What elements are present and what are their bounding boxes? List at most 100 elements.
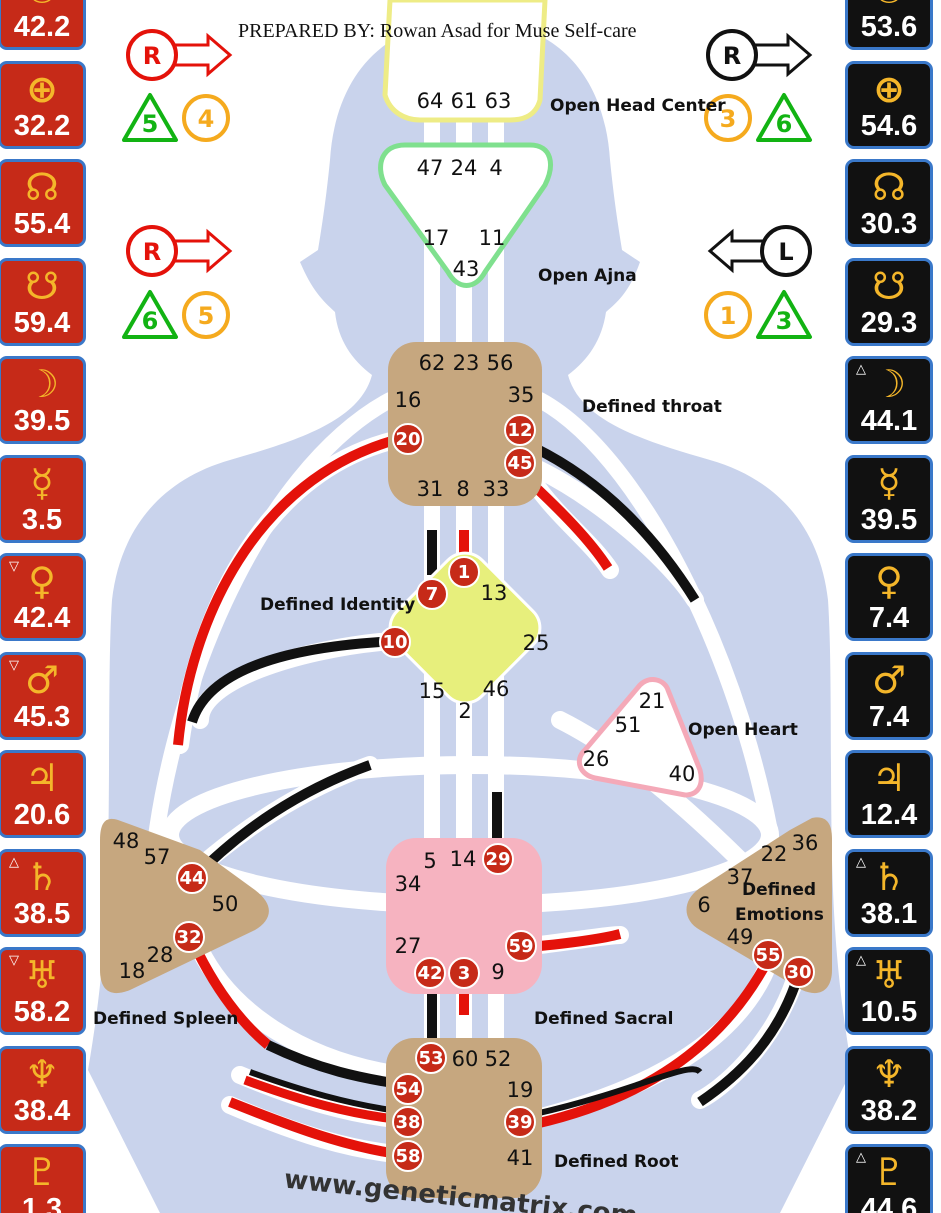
design-mars-retrograde-mark: ▽ xyxy=(9,657,19,673)
gate-22: 22 xyxy=(761,842,788,866)
gate-60: 60 xyxy=(452,1047,479,1071)
root-center xyxy=(386,1038,542,1198)
design-earth-tile: ⊕ 32.2 xyxy=(0,60,86,149)
circle-badge: 1 xyxy=(704,291,752,339)
personality-neptune-value: 38.2 xyxy=(860,1094,918,1127)
svg-text:29: 29 xyxy=(485,849,510,870)
gate-63: 63 xyxy=(485,89,512,113)
gate-16: 16 xyxy=(395,388,422,412)
svg-text:39: 39 xyxy=(507,1112,532,1133)
personality-pluto-retrograde-mark: △ xyxy=(856,1150,866,1165)
gate-57: 57 xyxy=(144,845,171,869)
channel-12-22-personality xyxy=(532,443,700,603)
svg-text:5: 5 xyxy=(198,302,215,330)
gate-48: 48 xyxy=(113,829,140,853)
channel-30-41-personality xyxy=(697,983,800,1107)
personality-moon-retrograde-mark: △ xyxy=(856,362,866,377)
sacral-label: Defined Sacral xyxy=(534,1009,674,1029)
personality-mercury-value: 39.5 xyxy=(860,503,918,536)
personality-north-node-value: 30.3 xyxy=(860,208,918,240)
arrow-right-icon: R xyxy=(126,225,233,277)
design-jupiter-value: 20.6 xyxy=(13,799,71,831)
personality-mercury-tile: ☿ 39.5 xyxy=(845,454,933,543)
active-gate-1: 1 xyxy=(448,556,480,588)
svg-text:6: 6 xyxy=(142,307,159,335)
channel-20-57-design xyxy=(173,435,397,746)
root-label: Defined Root xyxy=(554,1152,679,1172)
gate-31: 31 xyxy=(417,477,444,501)
uranus-icon: ♅ xyxy=(871,953,907,997)
svg-text:6: 6 xyxy=(776,110,793,138)
active-gate-3: 3 xyxy=(448,957,480,989)
gate-26: 26 xyxy=(583,747,610,771)
gate-33: 33 xyxy=(483,477,510,501)
personality-south-node-value: 29.3 xyxy=(860,306,918,339)
svg-text:55: 55 xyxy=(755,945,780,966)
svg-text:59: 59 xyxy=(508,936,533,957)
svg-text:42: 42 xyxy=(417,963,442,984)
personality-saturn-retrograde-mark: △ xyxy=(856,854,866,870)
active-gate-30: 30 xyxy=(783,956,815,988)
gate-numbers: 64 61 63 47 24 4 17 11 43 62 23 56 16 35… xyxy=(113,89,819,1170)
saturn-icon: ♄ xyxy=(871,854,907,899)
jupiter-icon: ♃ xyxy=(871,756,907,800)
design-saturn-retrograde-mark: △ xyxy=(9,854,19,870)
mercury-icon: ☿ xyxy=(877,460,901,505)
neptune-icon: ♆ xyxy=(24,1051,60,1096)
svg-text:5: 5 xyxy=(142,110,159,138)
svg-text:R: R xyxy=(723,42,741,70)
personality-uranus-tile: △ ♅ 10.5 xyxy=(845,947,933,1035)
design-mars-tile: ▽ ♂ 45.3 xyxy=(0,651,86,740)
jupiter-icon: ♃ xyxy=(24,756,60,800)
gate-19: 19 xyxy=(507,1078,534,1102)
design-south-node-value: 59.4 xyxy=(13,306,71,339)
design-north-node-value: 55.4 xyxy=(13,208,71,240)
design-pluto-tile: ♇ 1.3 xyxy=(0,1144,86,1213)
design-uranus-retrograde-mark: ▽ xyxy=(9,953,19,968)
active-gate-58: 58 xyxy=(392,1140,424,1172)
gate-15: 15 xyxy=(419,679,446,703)
active-gate-55: 55 xyxy=(752,939,784,971)
design-uranus-tile: ▽ ♅ 58.2 xyxy=(0,947,86,1035)
design-earth-value: 32.2 xyxy=(13,109,71,142)
gate-23: 23 xyxy=(453,351,480,375)
ajna-label: Open Ajna xyxy=(538,266,637,286)
design-mars-value: 45.3 xyxy=(13,700,71,733)
personality-pluto-value: 44.6 xyxy=(860,1193,918,1213)
design-north-node-tile: ☊ 55.4 xyxy=(0,159,86,247)
personality-pluto-tile: △ ♇ 44.6 xyxy=(845,1144,933,1213)
svg-text:53: 53 xyxy=(418,1048,443,1069)
gate-35: 35 xyxy=(508,383,535,407)
gate-41: 41 xyxy=(507,1146,534,1170)
emotions-center xyxy=(686,817,832,994)
gate-64: 64 xyxy=(417,89,444,113)
head-center xyxy=(382,0,548,123)
design-sun-value: 42.2 xyxy=(13,11,71,43)
svg-text:45: 45 xyxy=(507,453,532,474)
channel-39-55-personality xyxy=(534,1066,703,1117)
pluto-icon: ♇ xyxy=(24,1150,60,1194)
svg-text:R: R xyxy=(143,238,161,266)
design-moon-tile: ☽ 39.5 xyxy=(0,356,86,444)
mercury-icon: ☿ xyxy=(30,460,54,505)
sacral-center xyxy=(386,838,542,994)
pluto-icon: ♇ xyxy=(871,1150,907,1194)
gate-56: 56 xyxy=(487,351,514,375)
gate-43: 43 xyxy=(453,257,480,281)
triangle-badge: 6 xyxy=(756,93,812,142)
personality-uranus-retrograde-mark: △ xyxy=(856,953,866,968)
design-jupiter-tile: ♃ 20.6 xyxy=(0,750,86,838)
throat-center xyxy=(388,342,542,506)
triangle-badge: 5 xyxy=(122,93,178,142)
gate-2: 2 xyxy=(458,699,471,723)
active-gate-10: 10 xyxy=(379,626,411,658)
design-venus-tile: ▽ ♀ 42.4 xyxy=(0,553,86,641)
gate-27: 27 xyxy=(395,934,422,958)
north-node-icon: ☊ xyxy=(25,165,59,209)
gate-6: 6 xyxy=(697,893,710,917)
gate-34: 34 xyxy=(395,872,422,896)
ajna-center xyxy=(378,142,553,288)
personality-earth-tile: ⊕ 54.6 xyxy=(845,60,933,149)
svg-text:38: 38 xyxy=(395,1112,420,1133)
